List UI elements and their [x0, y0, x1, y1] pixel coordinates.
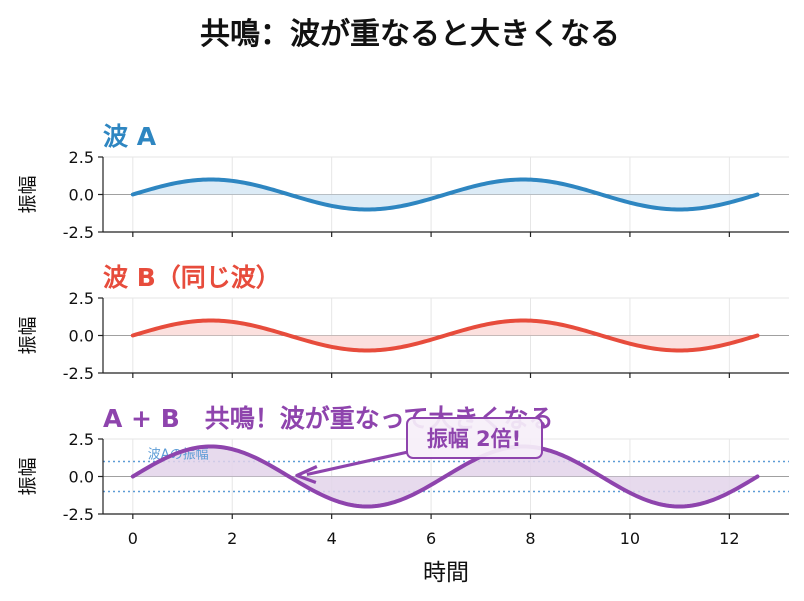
annotation-box — [406, 417, 543, 459]
y-tick-label: 2.5 — [69, 430, 94, 449]
y-axis-label: 振幅 — [17, 175, 39, 213]
y-tick-label: -2.5 — [63, 505, 94, 524]
y-tick-label: 0.0 — [69, 327, 94, 346]
y-tick-label: 2.5 — [69, 148, 94, 167]
annotation-text: 振幅 2倍! — [427, 427, 522, 451]
panel-title: 波 B（同じ波） — [103, 263, 281, 292]
x-tick-label: 4 — [327, 529, 337, 548]
reference-line-label: 波Aの振幅 — [148, 448, 209, 463]
panel-2: -2.5 0.0 2.5 振幅 波 B（同じ波） — [17, 263, 789, 383]
y-tick-label: 2.5 — [69, 289, 94, 308]
x-tick-label: 6 — [426, 529, 436, 548]
y-axis-label: 振幅 — [17, 316, 39, 354]
figure-title: 共鳴：波が重なると大きくなる — [200, 17, 620, 52]
panel-title: 波 A — [103, 122, 157, 151]
x-tick-label: 10 — [620, 529, 640, 548]
series-line — [130, 177, 760, 212]
x-axis-label: 時間 — [423, 560, 469, 586]
x-tick-label: 8 — [525, 529, 535, 548]
panel-1: -2.5 0.0 2.5 振幅 波 A — [17, 122, 789, 242]
y-tick-label: 0.0 — [69, 186, 94, 205]
annotation-arrow — [306, 450, 409, 477]
x-tick-label: 2 — [227, 529, 237, 548]
y-tick-label: -2.5 — [63, 223, 94, 242]
y-tick-label: 0.0 — [69, 468, 94, 487]
series-line — [130, 444, 760, 509]
x-tick-label: 12 — [719, 529, 739, 548]
series-line — [130, 318, 760, 353]
annotation-arrowhead — [295, 465, 318, 485]
y-axis-label: 振幅 — [17, 457, 39, 495]
x-tick-label: 0 — [128, 529, 138, 548]
y-tick-label: -2.5 — [63, 364, 94, 383]
